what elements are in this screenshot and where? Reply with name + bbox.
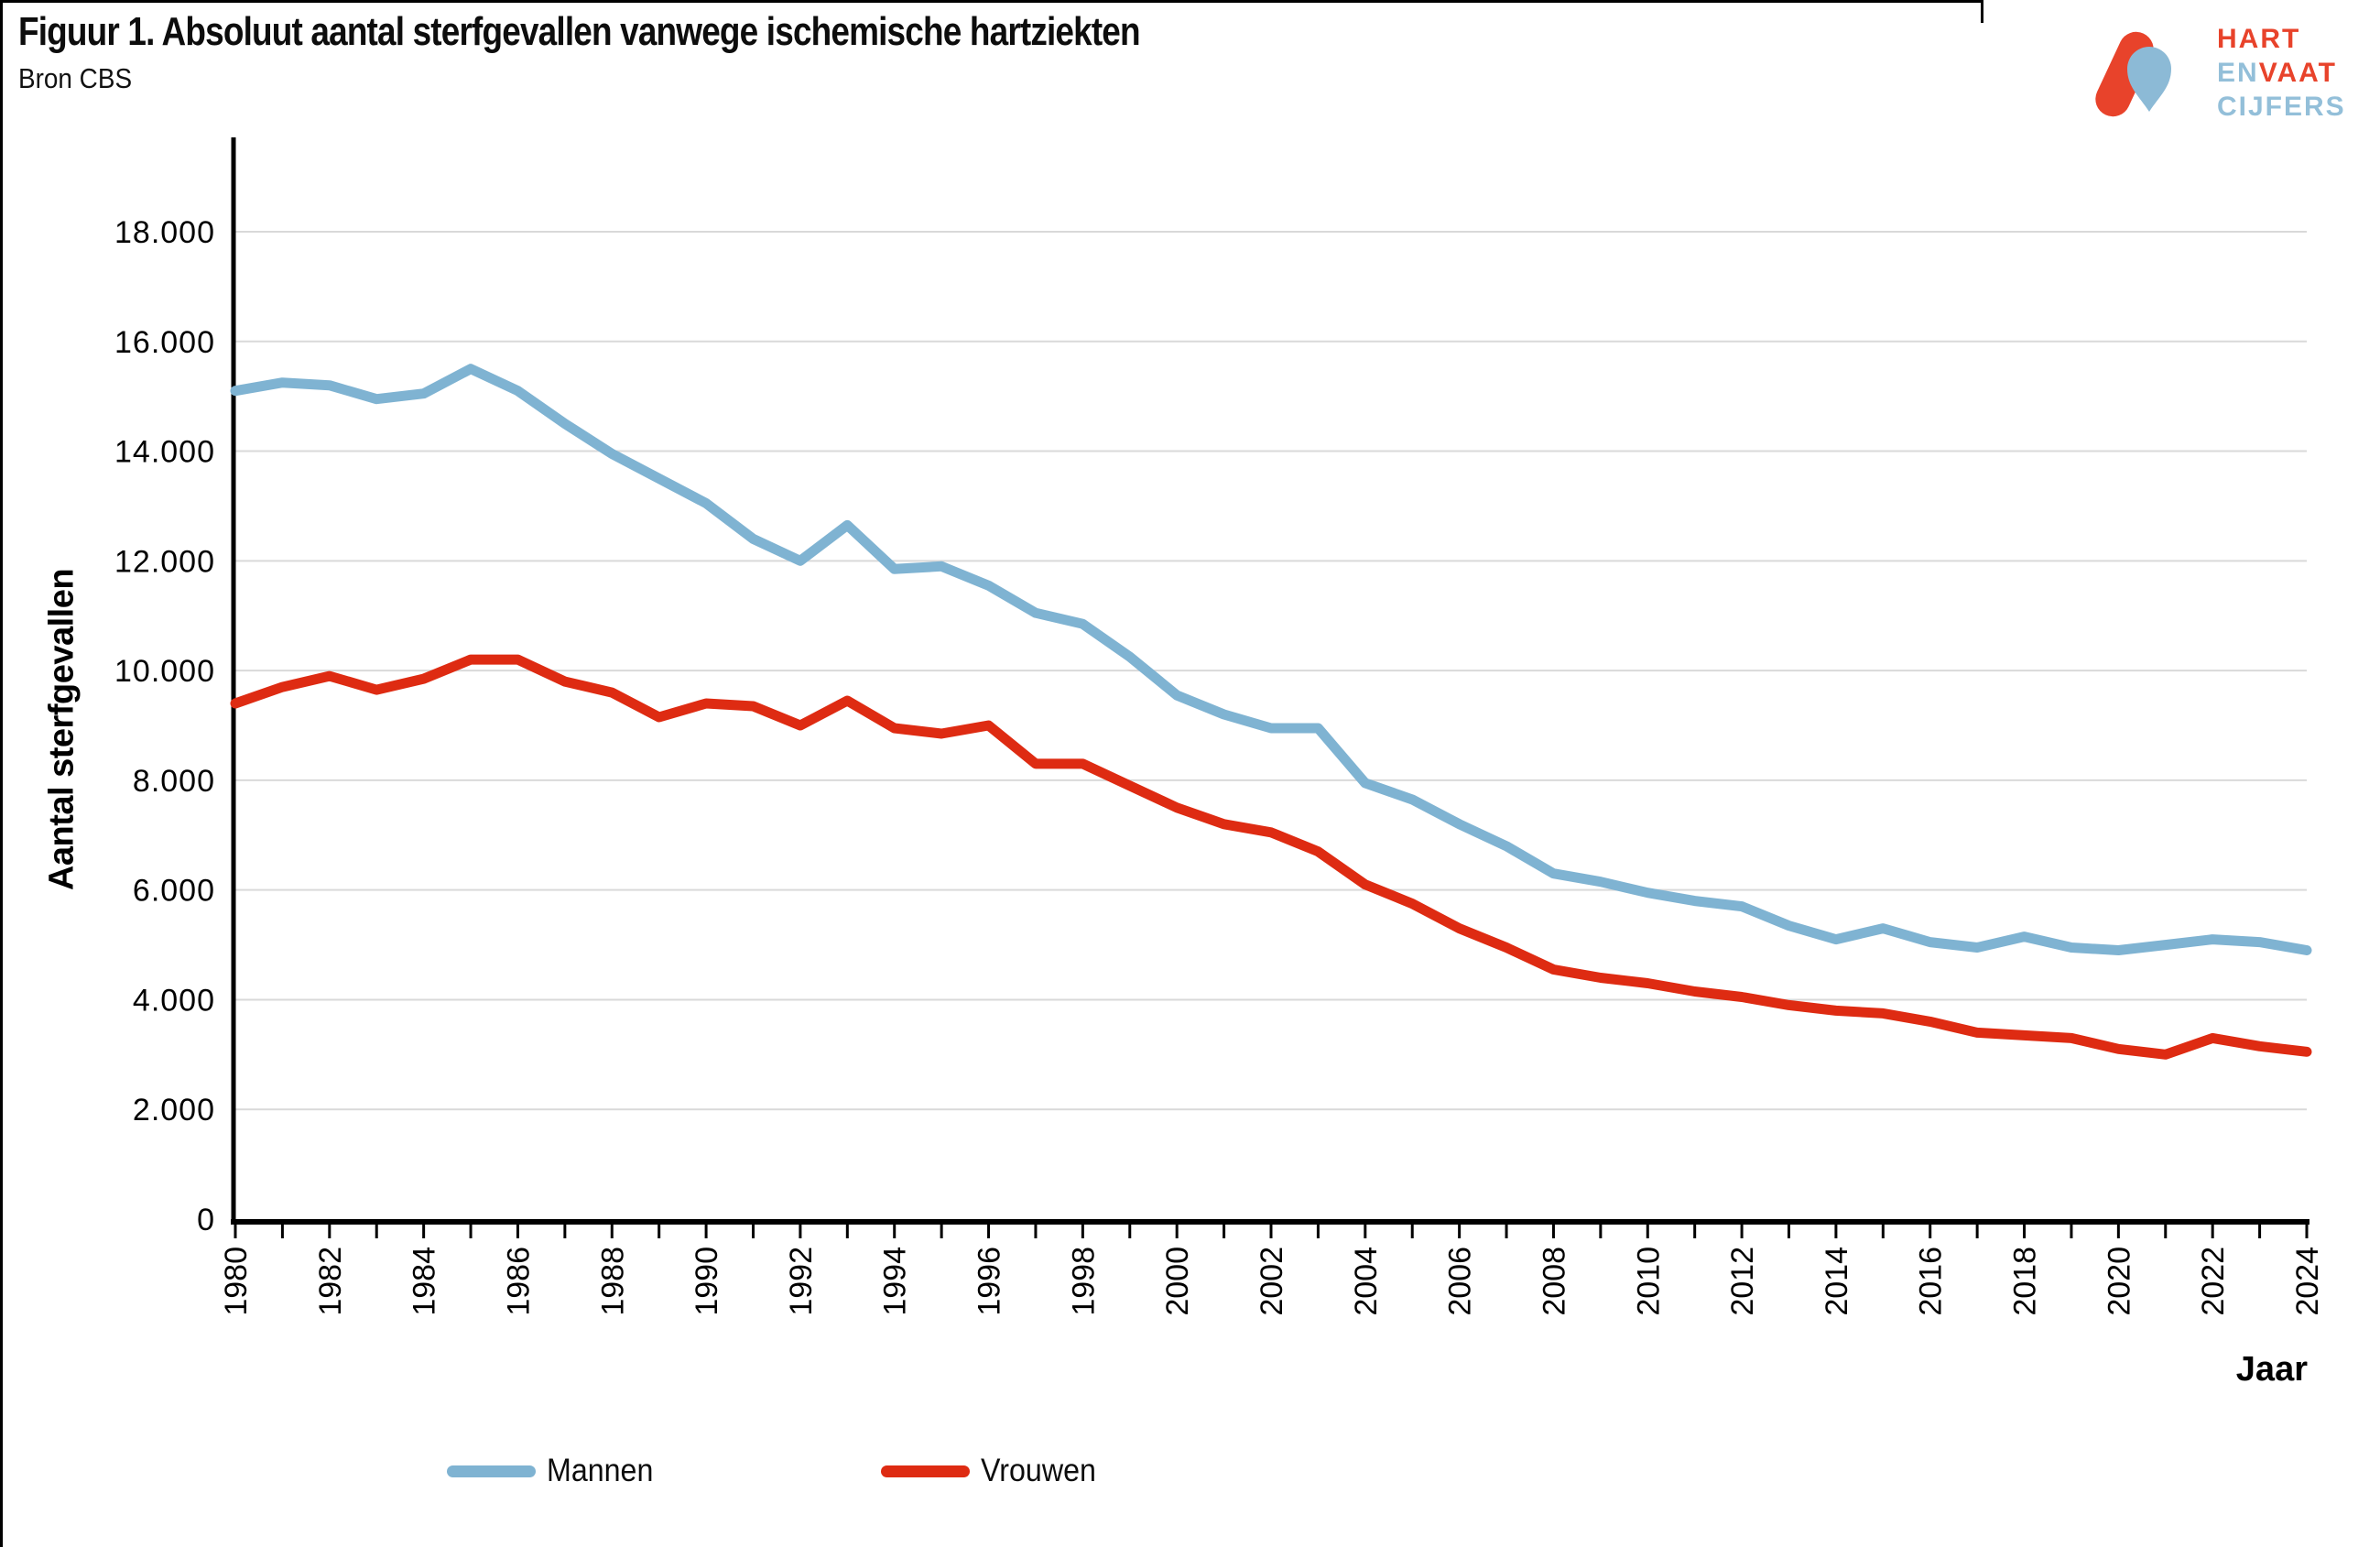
- x-tick-label: 2012: [1725, 1247, 1760, 1316]
- x-tick-label: 1994: [878, 1247, 913, 1316]
- x-tick-label: 1982: [313, 1247, 348, 1316]
- x-tick-label: 1996: [973, 1247, 1007, 1316]
- legend-swatch-vrouwen: [881, 1465, 970, 1477]
- x-tick-label: 1998: [1066, 1247, 1101, 1316]
- x-tick-label: 2008: [1537, 1247, 1571, 1316]
- x-tick-label: 2024: [2290, 1247, 2325, 1316]
- x-tick-label: 1990: [690, 1247, 724, 1316]
- x-tick-label: 1984: [408, 1247, 442, 1316]
- y-tick-label: 10.000: [114, 654, 215, 689]
- logo-word-en: EN: [2217, 58, 2259, 88]
- y-tick-label: 0: [197, 1203, 215, 1237]
- x-tick-label: 2002: [1255, 1247, 1289, 1316]
- y-tick-label: 4.000: [133, 983, 215, 1018]
- logo-word-hart: HART: [2217, 24, 2301, 54]
- x-tick-label: 2006: [1443, 1247, 1478, 1316]
- legend-swatch-mannen: [447, 1465, 536, 1477]
- y-tick-label: 12.000: [114, 544, 215, 579]
- y-tick-label: 16.000: [114, 325, 215, 360]
- logo-line-3: CIJFERS: [2217, 90, 2346, 124]
- y-tick-label: 18.000: [114, 215, 215, 250]
- x-tick-label: 2004: [1349, 1247, 1384, 1316]
- y-tick-label: 6.000: [133, 874, 215, 909]
- logo-line-2: ENVAAT: [2217, 56, 2346, 90]
- x-tick-label: 2020: [2102, 1247, 2136, 1316]
- x-tick-label: 2022: [2196, 1247, 2231, 1316]
- mannen-line: [230, 364, 2312, 955]
- x-tick-label: 2000: [1160, 1247, 1195, 1316]
- legend-label-vrouwen: Vrouwen: [981, 1453, 1096, 1488]
- logo-word-cijfers: CIJFERS: [2217, 92, 2346, 122]
- top-border-stub: [1981, 0, 1983, 23]
- x-tick-label: 2018: [2008, 1247, 2043, 1316]
- figure-title: Figuur 1. Absoluut aantal sterfgevallen …: [18, 9, 1141, 54]
- logo-word-vaat: VAAT: [2258, 58, 2337, 88]
- y-tick-label: 14.000: [114, 435, 215, 470]
- legend-label-mannen: Mannen: [547, 1453, 654, 1488]
- vrouwen-line: [230, 654, 2312, 1060]
- logo-wordmark: HART ENVAAT CIJFERS: [2217, 22, 2346, 124]
- logo-line-1: HART: [2217, 22, 2346, 56]
- figure-source: Bron CBS: [18, 62, 133, 94]
- left-border: [0, 0, 3, 1547]
- x-tick-label: 2014: [1820, 1247, 1854, 1316]
- y-tick-label: 2.000: [133, 1093, 215, 1128]
- x-axis-title: Jaar: [2235, 1350, 2308, 1389]
- x-tick-label: 1988: [595, 1247, 630, 1316]
- logo-blue-drop: [2127, 47, 2171, 112]
- x-tick-label: 2016: [1914, 1247, 1949, 1316]
- x-tick-label: 2010: [1631, 1247, 1666, 1316]
- legend-item-mannen: Mannen: [447, 1453, 662, 1489]
- heart-logo-icon: [2095, 31, 2171, 117]
- hartenvaatcijfers-logo: HART ENVAAT CIJFERS: [2089, 22, 2346, 127]
- y-tick-label: 8.000: [133, 764, 215, 799]
- top-border: [0, 0, 1983, 3]
- x-tick-label: 1992: [784, 1247, 819, 1316]
- x-tick-label: 1986: [501, 1247, 536, 1316]
- x-tick-label: 1980: [219, 1247, 254, 1316]
- legend-item-vrouwen: Vrouwen: [881, 1453, 1106, 1489]
